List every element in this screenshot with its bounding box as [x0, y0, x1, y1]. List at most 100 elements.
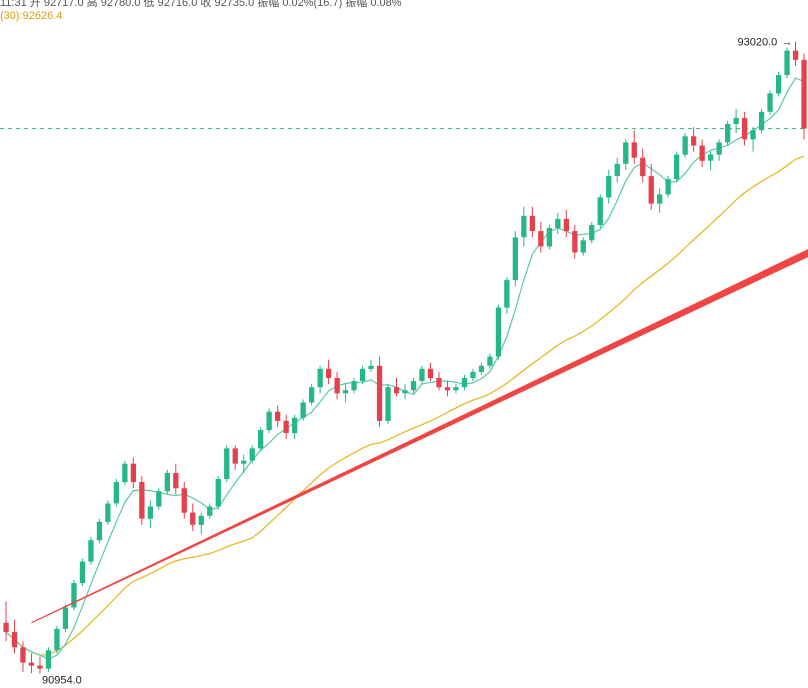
candle	[512, 231, 518, 287]
candle	[614, 157, 620, 183]
candle	[275, 405, 281, 427]
candle-body	[614, 163, 620, 176]
candle	[79, 558, 86, 587]
candles-layer	[3, 41, 807, 674]
candle-body	[37, 665, 43, 669]
candle-body	[3, 622, 9, 632]
min-price-label: 90954.0	[42, 675, 82, 687]
candle-body	[572, 231, 578, 253]
candle	[767, 90, 773, 115]
candle	[45, 647, 52, 672]
candle-body	[436, 378, 442, 388]
candle-body	[402, 390, 408, 394]
candle-body	[258, 430, 264, 449]
candle	[224, 445, 230, 483]
candle-body	[589, 225, 595, 241]
candle	[733, 108, 739, 134]
candle	[122, 460, 128, 486]
trend-arrow-layer	[31, 249, 808, 624]
candle-body	[801, 59, 807, 129]
candle-body	[470, 371, 476, 378]
candle	[317, 365, 323, 394]
candle-body	[410, 381, 417, 391]
candle-body	[563, 218, 569, 232]
candle-body	[657, 194, 663, 204]
candle-body	[606, 176, 612, 198]
candle	[631, 130, 637, 164]
candle-body	[241, 460, 247, 464]
candle	[105, 500, 111, 525]
candle	[62, 604, 69, 632]
candle-body	[215, 479, 221, 507]
candle-body	[512, 237, 518, 281]
candle-body	[716, 142, 722, 155]
candle-body	[156, 491, 162, 507]
candle-body	[249, 448, 255, 461]
candle	[792, 41, 799, 66]
candle-body	[682, 136, 688, 155]
candle	[54, 625, 60, 654]
ma30-value-label: (30):92626.4	[0, 10, 63, 22]
candle-body	[224, 448, 230, 479]
candle	[529, 206, 535, 238]
candle	[504, 277, 510, 314]
candle	[190, 503, 196, 532]
candle-body	[368, 365, 374, 369]
candle	[300, 399, 306, 421]
candle-body	[275, 411, 281, 421]
candle-body	[444, 387, 451, 391]
candle-body	[45, 650, 52, 669]
candle-body	[173, 472, 179, 489]
candle-body	[580, 240, 586, 253]
candle	[716, 139, 722, 161]
candle	[580, 237, 586, 256]
candle-body	[640, 157, 646, 177]
candle-body	[461, 378, 468, 388]
candle	[623, 139, 629, 170]
candle-body	[708, 154, 714, 161]
price-labels-layer: 93020.0 → 90954.0	[42, 36, 793, 686]
candle-body	[741, 117, 748, 140]
candle	[427, 362, 434, 382]
candle	[139, 475, 145, 525]
candle-body	[342, 390, 349, 394]
candle	[801, 53, 807, 140]
candle-body	[538, 231, 544, 247]
candle	[572, 225, 578, 259]
candle-body	[478, 365, 485, 372]
candle-body	[147, 506, 153, 519]
candle-body	[113, 482, 119, 504]
candle-body	[309, 387, 315, 403]
candle	[410, 378, 417, 394]
candle	[555, 212, 561, 235]
candle	[71, 579, 77, 611]
candle	[342, 384, 349, 403]
candle	[436, 371, 442, 391]
candle-body	[487, 356, 493, 366]
candle-body	[775, 75, 782, 94]
candle-body	[88, 540, 94, 562]
candle-body	[393, 387, 400, 394]
candle	[597, 194, 603, 229]
candle	[326, 359, 332, 385]
candle-body	[190, 512, 196, 525]
candle-body	[359, 368, 366, 381]
candle	[334, 371, 340, 400]
candle-body	[495, 307, 502, 357]
candle	[28, 653, 35, 674]
candle-body	[164, 472, 170, 492]
candle-body	[758, 111, 765, 131]
candle	[113, 478, 119, 507]
candle-body	[266, 411, 272, 431]
candle	[181, 482, 187, 519]
candle	[682, 133, 688, 158]
candle-body	[376, 365, 383, 421]
candle-body	[546, 228, 552, 247]
candle	[708, 151, 714, 170]
candle-body	[300, 402, 306, 418]
candle	[309, 384, 315, 406]
moving-average-layer	[5, 77, 805, 660]
candle-body	[292, 417, 298, 434]
candle-body	[623, 142, 629, 164]
